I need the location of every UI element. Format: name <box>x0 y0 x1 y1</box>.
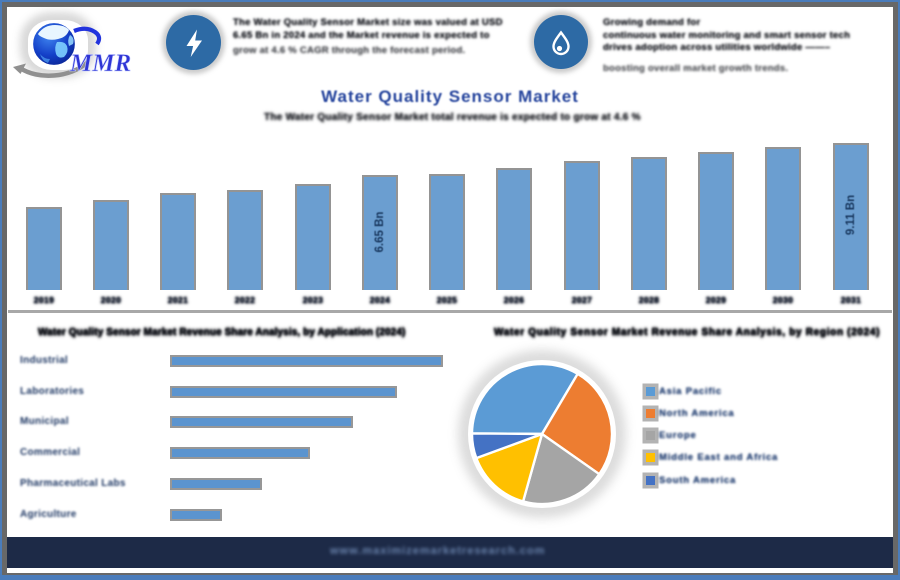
svg-text:MMR: MMR <box>69 50 131 77</box>
